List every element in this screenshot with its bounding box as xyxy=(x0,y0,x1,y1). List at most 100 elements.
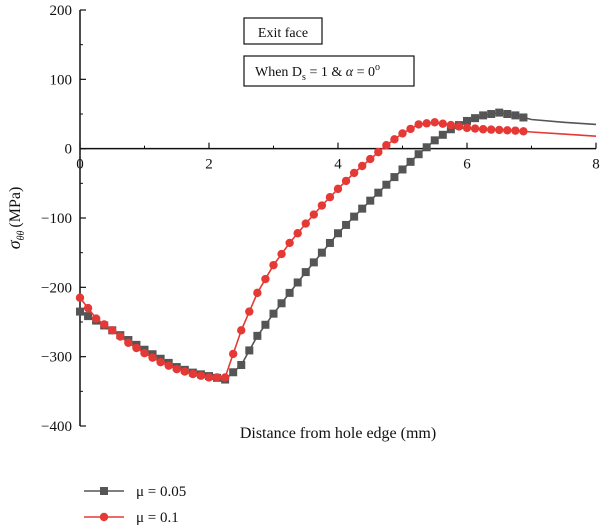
series-point xyxy=(463,116,471,125)
series-point xyxy=(341,176,351,186)
series-point xyxy=(116,332,125,341)
series-point xyxy=(277,249,286,259)
series-point xyxy=(301,268,310,277)
series-point xyxy=(438,130,447,139)
annotation-conditions: When Ds = 1 & α = 0o xyxy=(243,55,415,87)
series-point xyxy=(156,358,165,367)
series-point xyxy=(406,157,415,166)
series-point xyxy=(83,303,93,313)
annotation-exit-face-box xyxy=(243,17,323,45)
series-point xyxy=(333,184,343,194)
series-layer xyxy=(75,108,597,384)
series-point xyxy=(253,288,262,298)
series-point xyxy=(237,326,246,335)
series-point xyxy=(132,343,141,353)
series-point xyxy=(503,126,512,135)
series-point xyxy=(479,111,488,120)
series-point xyxy=(349,168,359,178)
series-point xyxy=(470,124,480,133)
x-tick-label: 2 xyxy=(205,157,213,173)
series-point xyxy=(309,258,318,267)
series-point xyxy=(358,204,367,213)
series-point xyxy=(454,122,464,131)
y-tick-label: 0 xyxy=(65,142,73,158)
series-point xyxy=(487,110,496,118)
series-point xyxy=(390,135,399,144)
series-point xyxy=(503,110,512,118)
y-tick-label: −400 xyxy=(41,419,72,435)
series-point xyxy=(342,220,351,229)
series-point xyxy=(511,126,520,135)
series-point xyxy=(261,320,270,329)
series-point xyxy=(334,229,342,238)
series-point xyxy=(220,373,230,382)
annotation-conditions-text: When Ds = 1 & α = 0o xyxy=(255,62,380,83)
series-point xyxy=(382,180,391,189)
series-point xyxy=(245,307,254,316)
series-point xyxy=(495,125,504,135)
series-point xyxy=(253,331,262,340)
series-point xyxy=(164,361,173,370)
series-point xyxy=(108,326,117,335)
series-point xyxy=(212,373,222,382)
series-point xyxy=(446,120,456,130)
series-point xyxy=(382,141,391,150)
series-point xyxy=(366,196,375,205)
x-tick-label: 6 xyxy=(463,157,471,173)
series-point xyxy=(229,368,238,377)
series-point xyxy=(486,125,496,134)
series-point xyxy=(172,364,181,374)
series-point xyxy=(124,338,133,347)
annotation-exit-face: Exit face xyxy=(243,17,323,45)
series-point xyxy=(406,124,415,134)
y-tick-label: −300 xyxy=(41,350,72,366)
series-2 xyxy=(75,118,597,382)
series-point xyxy=(148,353,157,362)
series-1 xyxy=(76,108,597,384)
x-axis-label: Distance from hole edge (mm) xyxy=(240,425,436,442)
series-point xyxy=(237,360,246,369)
series-point xyxy=(99,320,109,329)
series-point xyxy=(398,129,407,138)
legend: μ = 0.05 μ = 0.1 xyxy=(84,484,186,526)
series-point xyxy=(430,136,439,145)
legend-item: μ = 0.1 xyxy=(84,510,179,526)
series-point xyxy=(188,369,198,379)
series-point xyxy=(519,127,528,136)
series-point xyxy=(293,278,302,287)
legend-item: μ = 0.05 xyxy=(84,484,186,500)
series-point xyxy=(277,299,286,308)
series-point xyxy=(366,154,375,164)
series-point xyxy=(398,165,407,174)
series-point xyxy=(317,248,326,257)
annotation-conditions-box xyxy=(243,55,415,87)
series-point xyxy=(84,312,93,321)
series-point xyxy=(325,238,334,247)
series-point xyxy=(204,373,214,382)
series-point xyxy=(414,150,423,159)
series-point xyxy=(511,111,520,120)
series-point xyxy=(422,119,431,128)
series-point xyxy=(76,307,84,316)
series-line xyxy=(79,111,597,381)
series-point xyxy=(140,349,149,358)
series-point xyxy=(519,113,528,122)
series-point xyxy=(269,260,278,270)
series-point xyxy=(196,371,206,380)
series-point xyxy=(261,274,270,284)
y-axis-label: σθθ(MPa) xyxy=(4,187,27,250)
y-axis-ticks: 200 100 0 −100 −200 −300 −400 xyxy=(41,3,86,435)
series-point xyxy=(75,293,85,302)
series-point xyxy=(91,314,101,323)
series-point xyxy=(422,143,431,152)
legend-marker xyxy=(99,512,109,522)
legend-label: μ = 0.05 xyxy=(136,484,186,500)
y-tick-label: −200 xyxy=(41,280,72,296)
series-point xyxy=(309,210,319,219)
y-tick-label: −100 xyxy=(41,211,72,227)
x-tick-label: 0 xyxy=(76,157,84,173)
legend-label: μ = 0.1 xyxy=(136,510,179,526)
series-point xyxy=(390,173,399,182)
series-point xyxy=(317,201,327,210)
series-point xyxy=(430,118,439,127)
